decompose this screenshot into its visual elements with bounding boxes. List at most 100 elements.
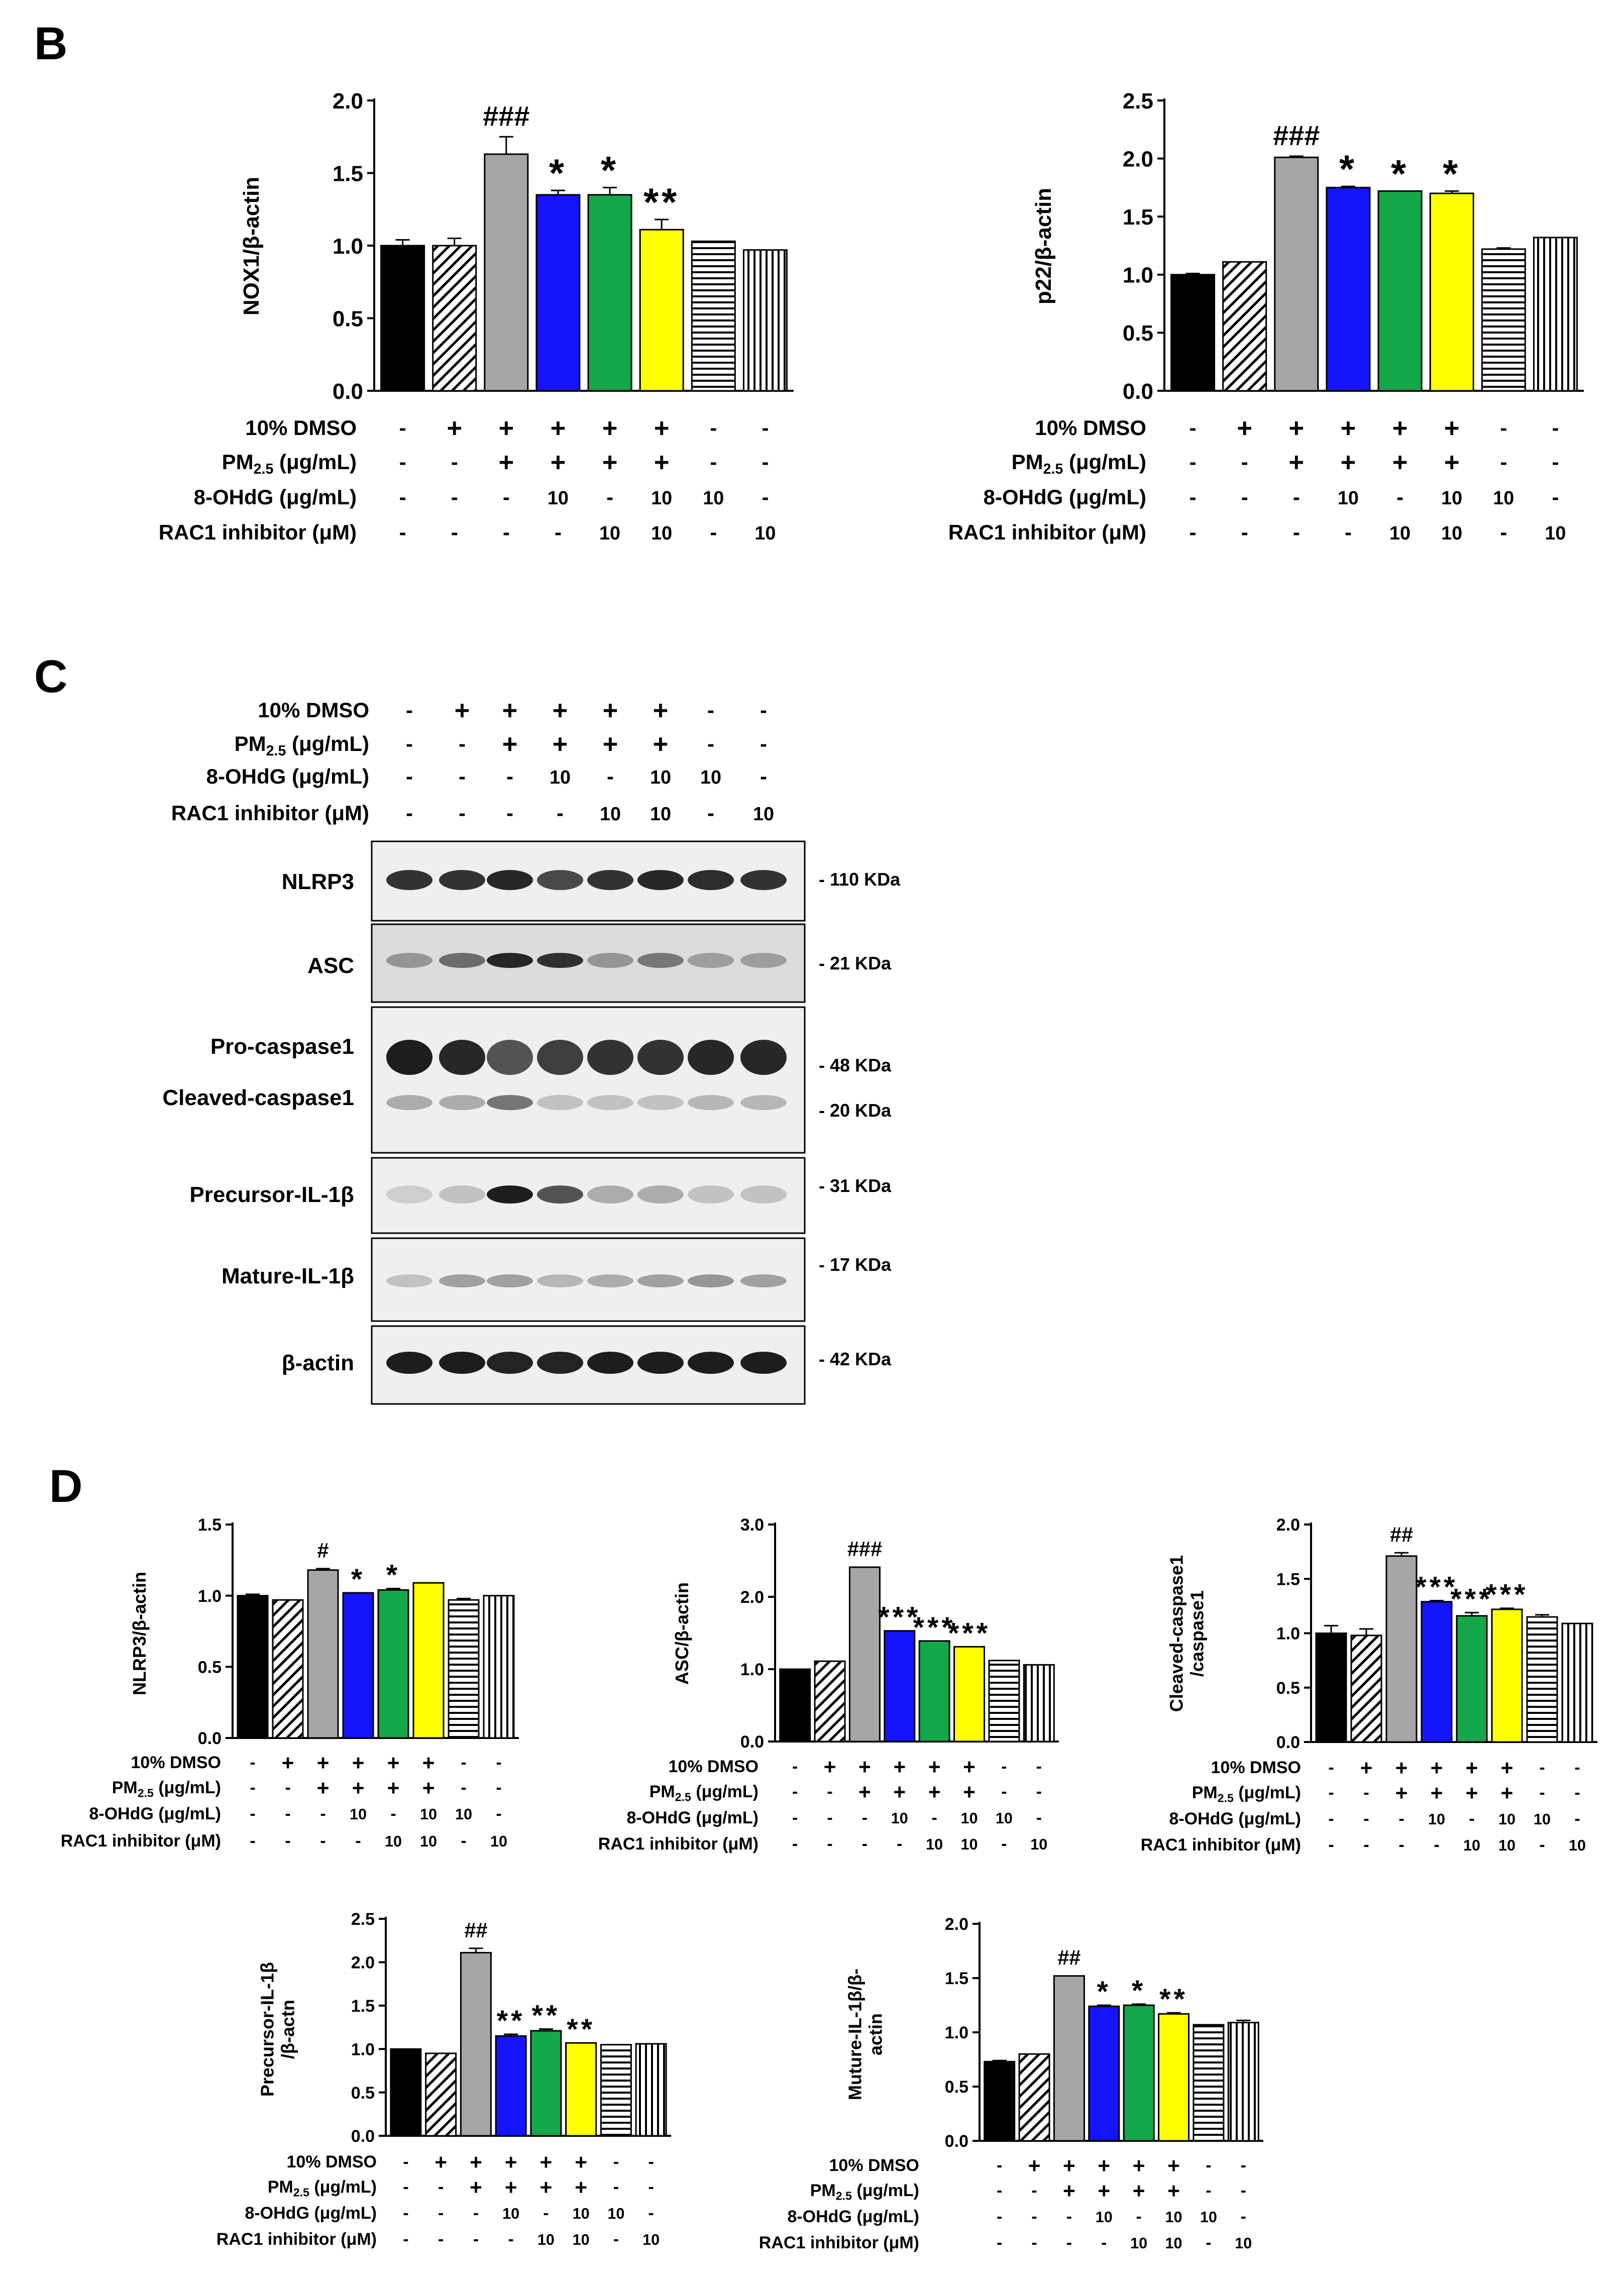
panel-label-b: B — [34, 18, 67, 69]
treatment-cell: + — [858, 1781, 871, 1804]
bar — [1491, 1608, 1523, 1743]
bar — [814, 1660, 846, 1743]
treatment-cell: - — [1241, 2207, 1246, 2226]
treatment-cell: - — [1552, 416, 1559, 440]
bar — [342, 1592, 374, 1739]
blot-band — [439, 1095, 485, 1110]
blot-band — [537, 1040, 583, 1075]
protein-label: β-actin — [282, 1351, 354, 1375]
treatment-cell: - — [1206, 2181, 1211, 2200]
y-tick-label: 0.0 — [1123, 379, 1153, 404]
treatment-cell: - — [1539, 1758, 1545, 1777]
treatment-row-label: PM2.5 (μg/mL) — [1012, 450, 1146, 477]
blot-band — [637, 870, 684, 890]
bar — [1350, 1635, 1382, 1743]
treatment-row-label: RAC1 inhibitor (μM) — [1141, 1835, 1301, 1855]
treatment-cell: - — [451, 485, 458, 509]
treatment-cell: - — [1031, 2207, 1037, 2226]
treatment-cell: - — [399, 485, 406, 509]
treatment-cell: - — [707, 732, 714, 755]
treatment-cell: 10 — [891, 1810, 908, 1827]
treatment-cell: + — [928, 1756, 941, 1779]
treatment-cell: + — [352, 1752, 365, 1775]
treatment-cell: 10 — [548, 488, 569, 509]
blot-band — [386, 1185, 432, 1204]
bar — [600, 2044, 632, 2137]
treatment-cell: - — [613, 2178, 619, 2197]
bar — [1421, 1601, 1453, 1743]
treatment-cell: - — [406, 732, 413, 755]
bar — [1385, 1555, 1418, 1743]
bar — [307, 1569, 339, 1739]
treatment-cell: + — [1392, 448, 1408, 477]
bar — [483, 1595, 515, 1739]
treatment-cell: + — [317, 1777, 330, 1800]
blot-band — [740, 1040, 787, 1075]
treatment-cell: + — [1341, 413, 1356, 443]
treatment-cell: - — [250, 1753, 255, 1772]
treatment-cell: - — [1001, 1782, 1007, 1801]
treatment-cell: 10 — [600, 804, 621, 825]
treatment-cell: - — [250, 1778, 255, 1797]
bar — [587, 194, 632, 392]
treatment-cell: + — [1444, 448, 1460, 477]
treatment-row-label: 8-OHdG (μg/mL) — [787, 2207, 919, 2226]
treatment-row-label: 10% DMSO — [258, 698, 369, 722]
treatment-cell: + — [498, 413, 514, 443]
treatment-cell: - — [496, 1753, 501, 1772]
treatment-cell: 10 — [550, 767, 571, 788]
treatment-cell: + — [1288, 413, 1304, 443]
treatment-cell: - — [1001, 1834, 1007, 1854]
treatment-cell: - — [1031, 2233, 1037, 2252]
treatment-cell: 10 — [1534, 1811, 1551, 1828]
y-tick-label: 0.0 — [740, 1732, 764, 1752]
treatment-cell: - — [1293, 520, 1300, 544]
y-tick-label: 0.5 — [351, 2084, 375, 2103]
treatment-cell: + — [654, 448, 670, 477]
treatment-cell: 10 — [642, 2231, 660, 2248]
bar — [272, 1599, 304, 1739]
treatment-cell: - — [1574, 1758, 1580, 1777]
treatment-cell: - — [997, 2181, 1002, 2200]
y-axis-label: NOX1/β-actin — [239, 177, 264, 315]
treatment-cell: 10 — [1569, 1837, 1586, 1854]
treatment-cell: + — [1431, 1757, 1443, 1780]
blot-band — [587, 1185, 633, 1204]
treatment-cell: - — [1398, 1809, 1404, 1828]
blot-band — [587, 1040, 633, 1075]
blot-band — [487, 1352, 533, 1374]
treatment-cell: - — [285, 1778, 290, 1797]
treatment-cell: + — [387, 1777, 400, 1800]
treatment-cell: 10 — [651, 523, 672, 544]
treatment-cell: - — [648, 2152, 654, 2171]
treatment-row-label: PM2.5 (μg/mL) — [222, 450, 357, 477]
blot-band — [688, 1040, 734, 1075]
treatment-row-label: PM2.5 (μg/mL) — [268, 2178, 377, 2199]
treatment-cell: - — [459, 801, 466, 825]
treatment-cell: 10 — [700, 767, 721, 788]
molecular-weight-label: - 17 KDa — [819, 1254, 892, 1275]
treatment-row-label: RAC1 inhibitor (μM) — [759, 2233, 919, 2252]
treatment-cell: - — [997, 2207, 1002, 2226]
treatment-row-label: RAC1 inhibitor (μM) — [159, 520, 357, 544]
treatment-cell: - — [1328, 1809, 1334, 1828]
molecular-weight-label: - 21 KDa — [819, 953, 892, 973]
y-axis-label: /caspase1 — [1187, 1590, 1208, 1677]
treatment-cell: - — [1241, 520, 1248, 544]
treatment-cell: + — [317, 1752, 330, 1775]
y-tick-label: 2.0 — [1123, 147, 1153, 171]
treatment-cell: - — [320, 1804, 326, 1823]
blot-band — [637, 953, 684, 968]
treatment-cell: + — [553, 696, 568, 725]
blot-band — [688, 1095, 734, 1110]
bar — [535, 194, 581, 392]
treatment-cell: + — [928, 1781, 941, 1804]
bar — [1481, 248, 1526, 392]
bar — [1326, 186, 1371, 392]
treatment-cell: - — [760, 765, 767, 788]
blot-band — [537, 953, 583, 968]
significance-label: ### — [483, 100, 529, 132]
blot-strip — [371, 1006, 806, 1154]
blot-band — [386, 1274, 432, 1287]
